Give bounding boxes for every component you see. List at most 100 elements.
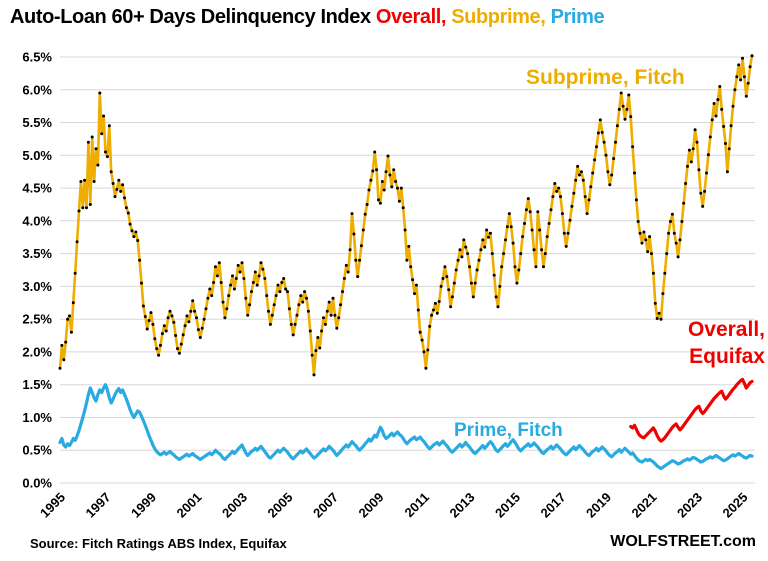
subprime-data-point-dot bbox=[240, 261, 244, 265]
subprime-data-point-dot bbox=[731, 104, 735, 108]
subprime-data-point-dot bbox=[581, 178, 585, 182]
subprime-data-point-dot bbox=[88, 203, 92, 206]
subprime-data-point-dot bbox=[113, 195, 117, 199]
subprime-data-point-dot bbox=[615, 124, 619, 128]
subprime-data-point-dot bbox=[136, 239, 140, 242]
subprime-data-point-dot bbox=[339, 303, 343, 307]
subprime-data-point-dot bbox=[396, 186, 399, 190]
subprime-data-point-dot bbox=[223, 316, 227, 320]
subprime-data-point-dot bbox=[591, 171, 595, 175]
subprime-data-point-dot bbox=[255, 283, 259, 287]
subprime-data-point-dot bbox=[729, 124, 733, 128]
subprime-data-point-dot bbox=[519, 252, 523, 256]
subprime-data-point-dot bbox=[155, 347, 159, 351]
x-axis-tick-label: 2003 bbox=[219, 490, 250, 521]
subprime-data-point-dot bbox=[617, 107, 621, 111]
subprime-data-point-dot bbox=[250, 290, 253, 294]
subprime-data-point-dot bbox=[94, 147, 98, 151]
x-axis-tick-label: 2017 bbox=[538, 490, 569, 521]
subprime-data-point-dot bbox=[530, 228, 534, 232]
subprime-data-point-dot bbox=[443, 265, 447, 269]
subprime-data-point-dot bbox=[246, 313, 250, 317]
subprime-data-point-dot bbox=[619, 91, 623, 95]
x-axis-tick-label: 2021 bbox=[629, 490, 660, 521]
x-axis-tick-label: 1997 bbox=[83, 490, 114, 521]
subprime-data-point-dot bbox=[633, 171, 636, 175]
subprime-data-point-dot bbox=[716, 98, 720, 102]
subprime-data-point-dot bbox=[217, 261, 221, 265]
subprime-data-point-dot bbox=[458, 248, 462, 252]
subprime-data-point-dot bbox=[225, 307, 229, 311]
subprime-data-point-dot bbox=[646, 250, 650, 254]
subprime-data-point-dot bbox=[229, 283, 233, 287]
subprime-data-point-dot bbox=[85, 206, 88, 210]
subprime-data-point-dot bbox=[629, 115, 633, 119]
subprime-data-point-dot bbox=[477, 258, 481, 262]
subprime-data-point-dot bbox=[314, 349, 318, 353]
subprime-data-point-dot bbox=[748, 65, 752, 69]
subprime-data-point-dot bbox=[651, 271, 655, 275]
subprime-data-point-dot bbox=[435, 311, 439, 315]
subprime-data-point-dot bbox=[566, 231, 570, 235]
subprime-data-point-dot bbox=[253, 270, 257, 274]
subprime-data-point-dot bbox=[121, 183, 125, 187]
x-axis-tick-label: 2023 bbox=[674, 490, 705, 521]
subprime-data-point-dot bbox=[208, 287, 212, 291]
subprime-data-point-dot bbox=[105, 155, 109, 159]
subprime-data-point-dot bbox=[107, 124, 111, 128]
subprime-data-point-dot bbox=[464, 245, 468, 249]
subprime-data-point-dot bbox=[392, 168, 396, 172]
subprime-data-point-dot bbox=[426, 348, 430, 352]
subprime-data-point-dot bbox=[606, 170, 610, 174]
subprime-data-point-dot bbox=[128, 222, 132, 226]
subprime-data-point-dot bbox=[102, 114, 106, 118]
subprime-data-point-dot bbox=[517, 268, 521, 272]
subprime-data-point-dot bbox=[325, 309, 329, 313]
subprime-data-point-dot bbox=[460, 255, 464, 259]
subprime-data-point-dot bbox=[678, 238, 682, 242]
subprime-data-point-dot bbox=[638, 231, 642, 235]
subprime-data-point-dot bbox=[593, 158, 597, 162]
subprime-data-point-dot bbox=[126, 211, 130, 215]
subprime-data-point-dot bbox=[610, 173, 614, 177]
subprime-data-point-dot bbox=[312, 373, 316, 377]
subprime-data-point-dot bbox=[177, 351, 181, 355]
subprime-data-point-dot bbox=[653, 301, 657, 305]
subprime-data-point-dot bbox=[348, 248, 352, 252]
subprime-data-point-dot bbox=[452, 281, 456, 285]
subprime-data-point-dot bbox=[648, 235, 652, 239]
subprime-data-point-dot bbox=[433, 301, 437, 305]
subprime-data-point-dot bbox=[337, 316, 341, 320]
subprime-data-point-dot bbox=[636, 220, 640, 223]
subprime-data-point-dot bbox=[270, 313, 274, 317]
subprime-data-point-dot bbox=[669, 220, 672, 223]
subprime-data-point-dot bbox=[365, 203, 369, 206]
subprime-data-point-dot bbox=[191, 299, 195, 303]
subprime-data-point-dot bbox=[490, 252, 494, 256]
subprime-data-point-dot bbox=[634, 198, 638, 202]
subprime-data-point-dot bbox=[68, 314, 71, 318]
subprime-data-point-dot bbox=[265, 294, 269, 298]
subprime-data-point-dot bbox=[164, 329, 168, 333]
subprime-data-point-dot bbox=[81, 206, 85, 210]
subprime-data-point-dot bbox=[331, 296, 335, 300]
subprime-data-point-dot bbox=[413, 292, 416, 296]
subprime-data-point-dot bbox=[238, 270, 242, 274]
overall-series-label-line1: Overall, bbox=[687, 318, 765, 341]
subprime-data-point-dot bbox=[232, 287, 236, 291]
subprime-data-point-dot bbox=[481, 238, 485, 242]
subprime-data-point-dot bbox=[159, 343, 162, 347]
subprime-data-point-dot bbox=[422, 350, 426, 354]
subprime-data-point-dot bbox=[390, 185, 394, 189]
subprime-data-point-dot bbox=[742, 75, 746, 79]
subprime-data-point-dot bbox=[640, 241, 644, 245]
subprime-data-point-dot bbox=[327, 300, 331, 304]
subprime-data-point-dot bbox=[576, 164, 580, 168]
subprime-data-point-dot bbox=[454, 268, 458, 272]
y-axis-tick-label: 5.5% bbox=[22, 115, 52, 130]
subprime-data-point-dot bbox=[420, 338, 424, 342]
subprime-data-point-dot bbox=[642, 230, 646, 234]
subprime-data-point-dot bbox=[502, 252, 506, 256]
subprime-data-point-dot bbox=[483, 245, 487, 249]
subprime-data-point-dot bbox=[375, 168, 379, 172]
